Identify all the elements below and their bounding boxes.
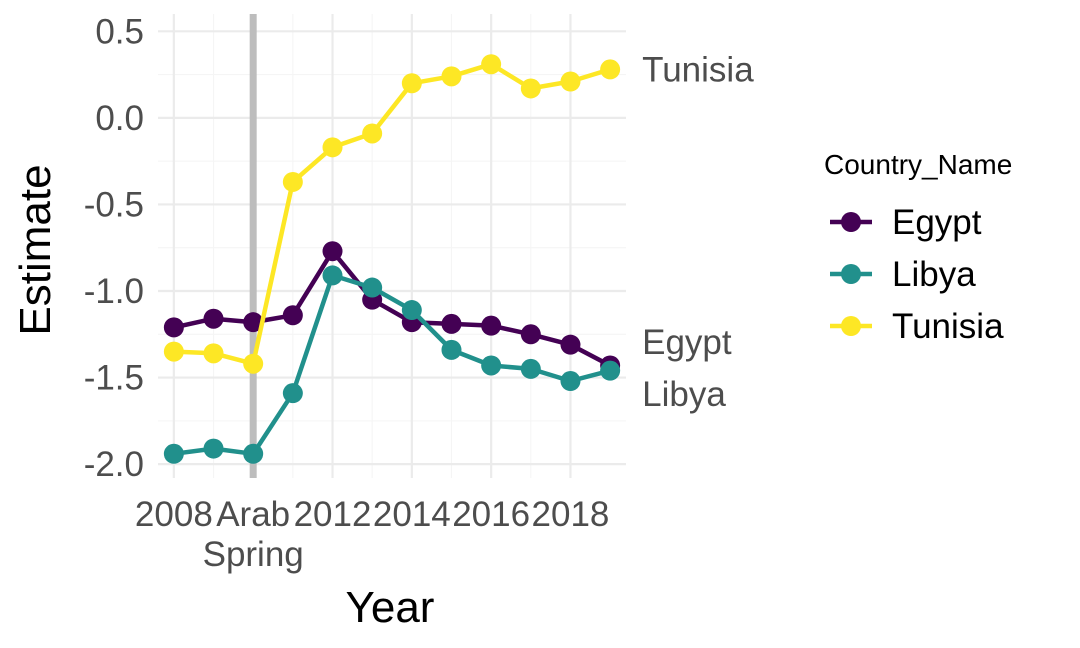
legend-label: Egypt <box>892 203 982 242</box>
data-point-egypt <box>243 312 264 333</box>
series-tunisia <box>163 54 621 374</box>
series-lines <box>163 54 621 464</box>
legend-label: Tunisia <box>892 307 1004 346</box>
data-point-tunisia <box>520 78 541 99</box>
data-point-libya <box>600 360 621 381</box>
end-label-libya: Libya <box>642 375 726 414</box>
legend-label: Libya <box>892 255 976 294</box>
data-point-tunisia <box>441 66 462 87</box>
data-point-libya <box>401 300 422 321</box>
data-point-tunisia <box>163 341 184 362</box>
data-point-tunisia <box>481 54 502 75</box>
data-point-egypt <box>282 305 303 326</box>
data-point-libya <box>520 358 541 379</box>
data-point-egypt <box>481 315 502 336</box>
data-point-libya <box>243 443 264 464</box>
legend-swatch-point <box>841 212 861 232</box>
y-tick-label: 0.5 <box>95 12 144 51</box>
data-point-egypt <box>520 324 541 345</box>
x-tick-label: 2016 <box>452 495 530 534</box>
y-axis-title: Estimate <box>11 164 60 335</box>
data-point-libya <box>481 355 502 376</box>
data-point-libya <box>163 443 184 464</box>
legend-swatch-point <box>841 264 861 284</box>
x-axis-title: Year <box>346 583 435 632</box>
x-tick-label: 2018 <box>532 495 610 534</box>
y-tick-label: -1.0 <box>84 272 144 311</box>
data-point-tunisia <box>203 343 224 364</box>
data-point-egypt <box>560 334 581 355</box>
data-point-egypt <box>322 241 343 262</box>
data-point-tunisia <box>600 59 621 80</box>
data-point-libya <box>441 339 462 360</box>
data-point-egypt <box>203 308 224 329</box>
data-point-tunisia <box>401 73 422 94</box>
series-egypt <box>163 241 621 376</box>
x-tick-label: 2012 <box>294 495 372 534</box>
legend-item-tunisia: Tunisia <box>830 307 1004 346</box>
x-tick-label: 2008 <box>135 495 213 534</box>
series-libya <box>163 265 621 464</box>
x-tick-label: 2014 <box>373 495 451 534</box>
series-line-egypt <box>173 248 612 368</box>
y-tick-label: -1.5 <box>84 359 144 398</box>
data-point-tunisia <box>362 123 383 144</box>
y-axis-ticks: 0.5 0.0 -0.5 -1.0 -1.5 -2.0 <box>84 12 144 484</box>
series-line-libya <box>173 273 611 457</box>
end-label-egypt: Egypt <box>642 323 732 362</box>
data-point-tunisia <box>322 137 343 158</box>
data-point-libya <box>560 371 581 392</box>
data-point-tunisia <box>243 353 264 374</box>
data-point-libya <box>203 438 224 459</box>
legend-title: Country_Name <box>824 149 1012 180</box>
data-point-tunisia <box>282 171 303 192</box>
data-point-libya <box>282 383 303 404</box>
data-point-egypt <box>441 313 462 334</box>
legend-item-libya: Libya <box>830 255 976 294</box>
y-tick-label: -2.0 <box>84 445 144 484</box>
series-end-labels: Tunisia Egypt Libya <box>642 50 754 414</box>
legend-swatch-point <box>841 316 861 336</box>
data-point-libya <box>322 265 343 286</box>
legend-items: Egypt Libya Tunisia <box>830 203 1004 346</box>
legend-item-egypt: Egypt <box>830 203 982 242</box>
data-point-libya <box>362 277 383 298</box>
y-tick-label: -0.5 <box>84 185 144 224</box>
data-point-egypt <box>163 317 184 338</box>
end-label-tunisia: Tunisia <box>642 50 754 89</box>
x-tick-label: Arab Spring <box>203 495 304 574</box>
legend: Country_Name Egypt Libya Tunisia <box>824 149 1012 346</box>
y-tick-label: 0.0 <box>95 99 144 138</box>
data-point-tunisia <box>560 71 581 92</box>
